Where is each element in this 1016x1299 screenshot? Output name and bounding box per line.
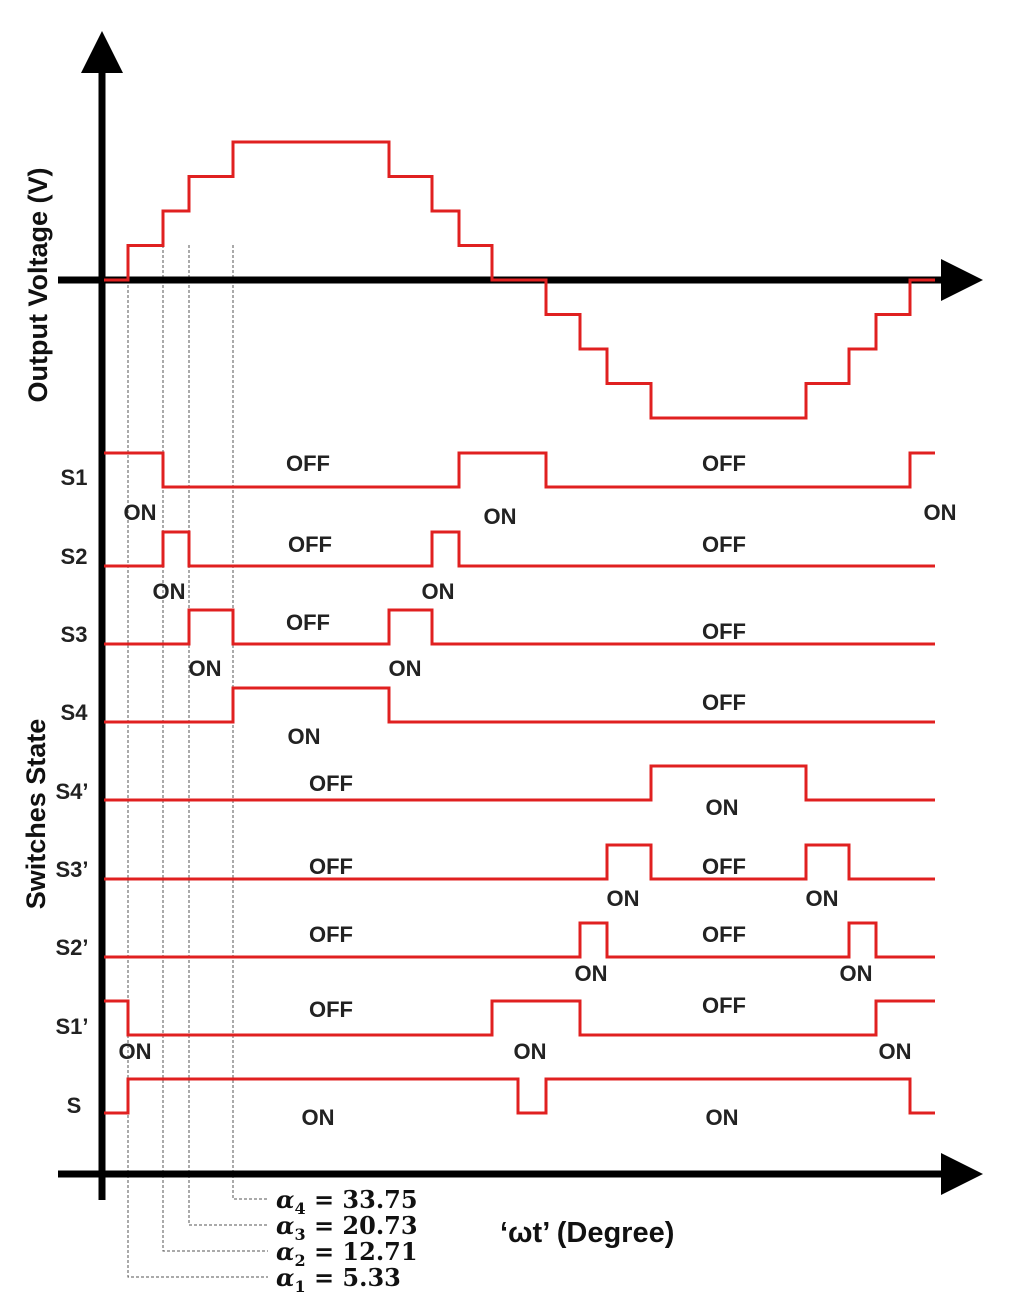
- alpha-guide-line-2: [162, 245, 268, 1252]
- switch-state-label: OFF: [309, 922, 353, 947]
- alpha-guide-line-3: [188, 245, 268, 1226]
- switch-name-label: S4: [61, 700, 89, 725]
- switch-state-label: ON: [840, 961, 873, 986]
- switch-state-label: OFF: [309, 771, 353, 796]
- switch-waveform-1: [104, 451, 935, 489]
- switch-waveform-9: [104, 1077, 935, 1115]
- switch-state-label: OFF: [288, 532, 332, 557]
- angle-guide-lines: [127, 245, 268, 1278]
- switch-waveform-5: [104, 764, 935, 802]
- switch-state-label: ON: [422, 579, 455, 604]
- switch-state-label: ON: [706, 795, 739, 820]
- switch-state-label: OFF: [702, 690, 746, 715]
- switch-state-label: ON: [924, 500, 957, 525]
- switch-state-label: ON: [514, 1039, 547, 1064]
- switch-state-label: ON: [879, 1039, 912, 1064]
- switch-axis-label: Switches State: [21, 719, 51, 910]
- alpha-guide-line-4: [232, 245, 268, 1200]
- switch-waveform-7: [104, 921, 935, 959]
- alpha-guide-line-1: [127, 245, 268, 1278]
- switch-state-label: ON: [189, 656, 222, 681]
- switching-angle-label-3: α3 = 20.73: [276, 1211, 418, 1244]
- switch-state-label: OFF: [702, 922, 746, 947]
- switch-state-label: ON: [607, 886, 640, 911]
- switch-name-label: S1’: [55, 1014, 88, 1039]
- switch-name-label: S3: [61, 622, 88, 647]
- switch-name-label: S2’: [55, 935, 88, 960]
- switch-state-label: ON: [153, 579, 186, 604]
- switch-waveform-6: [104, 843, 935, 881]
- switch-name-label: S1: [61, 465, 88, 490]
- switch-state-label: ON: [124, 500, 157, 525]
- switch-waveform-4: [104, 686, 935, 724]
- switching-angle-label-4: α4 = 33.75: [276, 1185, 418, 1218]
- output-voltage-waveform: [104, 140, 935, 420]
- switch-state-label: ON: [389, 656, 422, 681]
- switch-state-label: OFF: [702, 619, 746, 644]
- switch-state-label: OFF: [702, 451, 746, 476]
- switch-name-label: S2: [61, 544, 88, 569]
- waveforms-group: [104, 140, 935, 1115]
- switch-state-label: ON: [302, 1105, 335, 1130]
- y-axis-label: Output Voltage (V): [23, 168, 53, 403]
- labels-group: S1 ON OFF ON OFF ON S2 ON OFF ON OFF S3 ON OFF ON OFF S4…: [55, 451, 956, 1130]
- switch-state-label: OFF: [309, 997, 353, 1022]
- switching-angle-label-2: α2 = 12.71: [276, 1237, 418, 1270]
- switch-waveform-8: [104, 999, 935, 1037]
- switch-state-label: OFF: [702, 532, 746, 557]
- switching-angle-label-1: α1 = 5.33: [276, 1263, 401, 1296]
- switch-waveform-2: [104, 530, 935, 568]
- switch-name-label: S3’: [55, 857, 88, 882]
- switch-state-label: ON: [484, 504, 517, 529]
- switch-state-label: OFF: [286, 451, 330, 476]
- switch-waveform-3: [104, 608, 935, 646]
- switch-name-label: S: [67, 1093, 82, 1118]
- switch-state-label: OFF: [702, 854, 746, 879]
- switch-state-label: OFF: [702, 993, 746, 1018]
- switch-state-label: OFF: [286, 610, 330, 635]
- switch-state-label: OFF: [309, 854, 353, 879]
- switch-state-label: ON: [119, 1039, 152, 1064]
- switch-state-label: ON: [575, 961, 608, 986]
- switch-state-label: ON: [806, 886, 839, 911]
- switch-name-label: S4’: [55, 779, 88, 804]
- switch-state-label: ON: [706, 1105, 739, 1130]
- switch-state-label: ON: [288, 724, 321, 749]
- x-axis-label: ‘ωt’ (Degree): [500, 1217, 674, 1249]
